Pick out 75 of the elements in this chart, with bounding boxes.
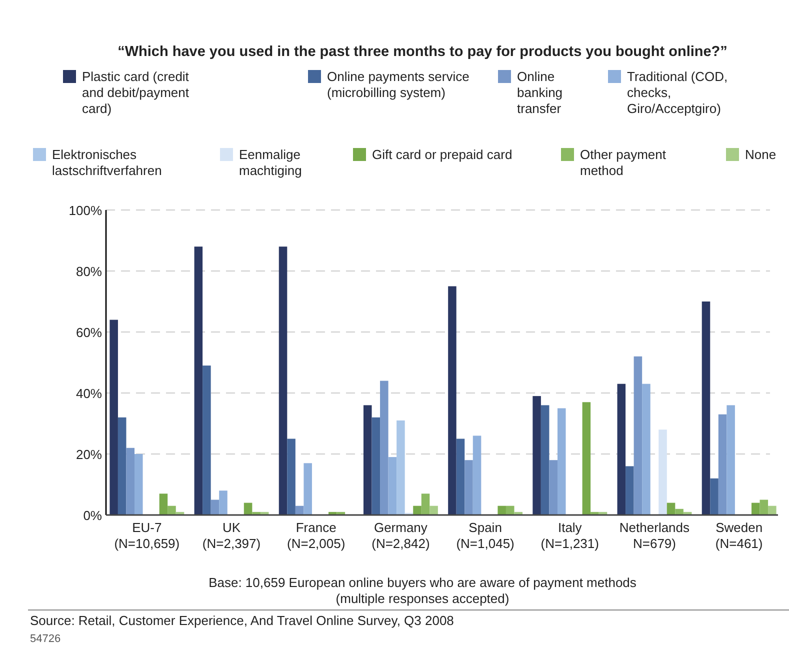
bar (464, 460, 473, 515)
text: 54726 (30, 633, 61, 645)
bar (634, 356, 642, 515)
bar (506, 506, 514, 515)
legend-label: Plastic card (credit and debit/payment card) (82, 69, 190, 116)
source-note: Source: Retail, Customer Experience, And Travel Online Survey, Q3 2008 (30, 613, 454, 628)
bar (751, 502, 760, 515)
bar (118, 417, 126, 515)
bar (168, 506, 176, 515)
bar (472, 436, 482, 515)
bar (666, 502, 676, 515)
bar (710, 478, 718, 515)
bar (363, 405, 372, 515)
y-tick-label: 80% (76, 264, 102, 279)
legend-label: Online banking transfer (517, 69, 563, 116)
legend-label: Gift card or prepaid card (372, 147, 512, 162)
x-tick-label: UK (N=2,397) (202, 520, 261, 551)
bar (760, 500, 768, 515)
bar (557, 408, 566, 515)
x-tick-label: Spain (N=1,045) (456, 520, 514, 551)
legend-label: None (745, 147, 776, 162)
bar (617, 384, 626, 515)
bar (421, 494, 430, 515)
y-tick-label: 20% (76, 447, 102, 462)
bar (448, 286, 456, 515)
bar (159, 494, 168, 515)
bar (194, 246, 203, 515)
y-tick-label: 100% (68, 203, 102, 218)
bar (372, 417, 380, 515)
bar (396, 420, 405, 515)
x-tick-label: EU-7 (N=10,659) (114, 520, 180, 551)
bar (456, 438, 465, 515)
bar (642, 384, 650, 515)
bar (244, 502, 252, 515)
y-tick-label: 0% (83, 508, 102, 523)
bar (702, 302, 710, 515)
bar (413, 506, 422, 515)
bar (726, 405, 735, 515)
bar (110, 320, 118, 515)
legend-label: Eenmalige machtiging (239, 147, 302, 178)
bar (549, 460, 558, 515)
legend-label: Traditional (COD, checks, Giro/Acceptgiro) (627, 69, 728, 116)
bar (287, 438, 296, 515)
bar (532, 396, 541, 515)
bar (134, 454, 143, 515)
x-tick-label: France (N=2,005) (287, 520, 346, 551)
y-tick-label: 60% (76, 325, 102, 340)
text: Base: 10,659 European online buyers who are aware of payment methods (multiple responses accepted) (208, 575, 637, 606)
bar (675, 508, 684, 515)
bar (430, 506, 438, 515)
x-tick-label: Germany (N=2,842) (372, 520, 430, 551)
chart-title: “Which have you used in the past three months to pay for products you bought online?” (118, 44, 728, 60)
bar (126, 448, 135, 515)
legend-label: Other payment method (580, 147, 666, 178)
bar (202, 366, 211, 515)
legend-label: Online payments service (microbilling system) (327, 69, 470, 100)
bar (658, 430, 667, 515)
bar (498, 506, 506, 515)
bar (626, 466, 634, 515)
x-tick-label: Netherlands N=679) (619, 520, 690, 551)
bar (582, 402, 591, 515)
y-tick-label: 40% (76, 386, 102, 401)
x-tick-label: Sweden (N=461) (715, 520, 763, 551)
bar (219, 490, 228, 515)
bar (304, 463, 312, 515)
legend-label: Elektronisches lastschriftverfahren (52, 147, 162, 178)
bar (278, 246, 288, 515)
bar (768, 506, 776, 515)
bar (388, 457, 397, 515)
bar (210, 500, 220, 515)
bar (380, 380, 388, 515)
bar (540, 405, 550, 515)
bar (295, 506, 304, 515)
x-tick-label: Italy (N=1,231) (540, 520, 599, 551)
bar (718, 414, 727, 515)
